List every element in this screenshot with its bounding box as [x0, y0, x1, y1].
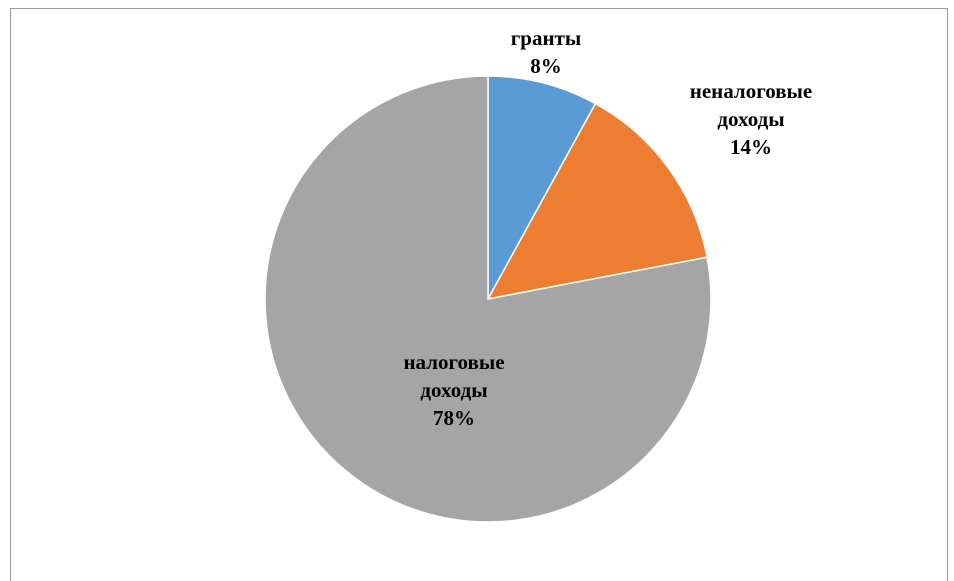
data-label-value: 8% — [530, 54, 562, 78]
data-label-3: налоговые доходы 78% — [403, 350, 504, 430]
data-label-category: доходы — [717, 107, 784, 131]
data-label-value: 14% — [730, 135, 772, 159]
data-label-category: налоговые — [403, 350, 504, 374]
pie-data-labels: гранты 8% неналоговые доходы 14% налоговые дох… — [403, 26, 812, 430]
pie-slice-2 — [486, 102, 708, 301]
pie-slice-3 — [264, 75, 712, 523]
pie-slice-1 — [487, 75, 597, 300]
data-label-category: доходы — [420, 378, 487, 402]
data-label-category: гранты — [511, 26, 582, 50]
data-label-category: неналоговые — [690, 79, 813, 103]
data-label-value: 78% — [433, 406, 475, 430]
data-label-1: гранты 8% — [511, 26, 582, 78]
pie-slices — [264, 75, 712, 523]
data-label-2: неналоговые доходы 14% — [690, 79, 813, 159]
